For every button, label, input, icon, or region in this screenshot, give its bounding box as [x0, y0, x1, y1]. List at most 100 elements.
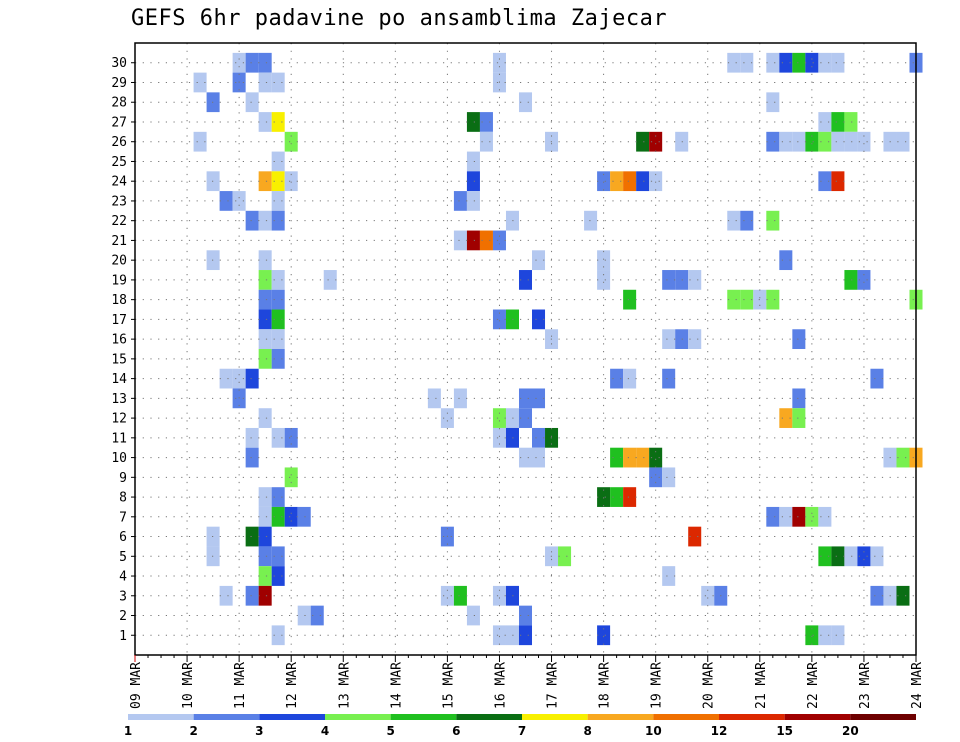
heatmap-cell	[766, 52, 780, 73]
heatmap-cell	[727, 210, 741, 231]
heatmap-cell	[271, 151, 285, 172]
heatmap-cell	[662, 329, 676, 349]
heatmap-cell	[805, 506, 819, 527]
heatmap-cell	[831, 112, 845, 132]
heatmap-cell	[792, 408, 806, 428]
heatmap-cell	[440, 408, 454, 428]
heatmap-cell	[623, 171, 637, 192]
heatmap-cell	[271, 309, 285, 330]
heatmap-cell	[662, 270, 676, 290]
heatmap-cell	[258, 171, 272, 192]
color-scale-label: 3	[255, 724, 263, 738]
color-scale-segment	[259, 714, 325, 720]
y-tick-label: 18	[111, 293, 127, 308]
x-tick-label: 14 MAR	[389, 662, 404, 709]
heatmap-cell	[610, 487, 624, 507]
heatmap-cell	[453, 191, 467, 211]
heatmap-cell	[258, 329, 272, 349]
color-scale-label: 7	[518, 724, 526, 738]
heatmap-cell	[675, 329, 689, 349]
heatmap-cell	[245, 52, 259, 73]
heatmap-cell	[831, 131, 845, 152]
color-scale-label: 12	[711, 724, 728, 738]
heatmap-cell	[271, 427, 285, 448]
heatmap-cell	[805, 625, 819, 646]
heatmap-cell	[219, 368, 233, 389]
heatmap-cell	[844, 546, 858, 567]
heatmap-cell	[896, 585, 910, 606]
heatmap-cell	[492, 309, 506, 330]
heatmap-cell	[844, 270, 858, 290]
heatmap-cell	[284, 171, 298, 192]
heatmap-cell	[518, 447, 533, 468]
heatmap-cell	[193, 72, 207, 93]
heatmap-cell	[584, 210, 598, 231]
heatmap-cell	[284, 506, 298, 527]
heatmap-cell	[310, 605, 324, 626]
heatmap-cell	[466, 191, 480, 211]
heatmap-cell	[701, 585, 715, 606]
heatmap-cell	[649, 131, 663, 152]
x-tick-label: 22 MAR	[806, 662, 821, 709]
heatmap-cell	[610, 447, 624, 468]
heatmap-cell	[271, 289, 285, 310]
heatmap-cell	[258, 112, 272, 132]
heatmap-cell	[532, 309, 546, 330]
heatmap-cell	[271, 625, 285, 646]
heatmap-cell	[818, 131, 832, 152]
y-tick-label: 15	[111, 352, 127, 367]
y-tick-label: 7	[119, 510, 127, 525]
y-tick-label: 5	[119, 550, 127, 565]
heatmap-cell	[258, 52, 272, 73]
heatmap-cell	[844, 112, 858, 132]
y-tick-label: 10	[111, 451, 127, 466]
color-scale-label: 1	[124, 724, 132, 738]
y-tick-label: 23	[111, 194, 127, 209]
heatmap-cell	[271, 546, 285, 567]
heatmap-cell	[896, 447, 910, 468]
heatmap-cell	[271, 506, 285, 527]
heatmap-cell	[740, 210, 754, 231]
heatmap-cell	[258, 72, 272, 93]
heatmap-cell	[271, 171, 285, 192]
heatmap-cell	[662, 566, 676, 586]
heatmap-cell	[623, 289, 637, 310]
heatmap-cell	[597, 270, 611, 290]
x-tick-label: 11 MAR	[233, 662, 248, 709]
heatmap-cell	[870, 585, 884, 606]
color-scale-segment	[193, 714, 260, 720]
heatmap-cell	[649, 467, 663, 488]
heatmap-cell	[675, 270, 689, 290]
heatmap-cell	[271, 210, 285, 231]
heatmap-cell	[597, 250, 611, 271]
heatmap-cell	[896, 131, 910, 152]
heatmap-cell	[466, 112, 480, 132]
color-scale-label: 2	[189, 724, 197, 738]
y-tick-label: 29	[111, 76, 127, 91]
heatmap-cell	[675, 131, 689, 152]
heatmap-cell	[831, 546, 845, 567]
heatmap-cell	[805, 52, 819, 73]
color-scale-label: 20	[842, 724, 859, 738]
color-scale-segment	[128, 714, 194, 720]
heatmap-cell	[492, 585, 506, 606]
x-tick-label: 21 MAR	[754, 662, 769, 709]
heatmap-cell	[636, 447, 650, 468]
x-tick-label: 19 MAR	[650, 662, 665, 709]
heatmap-cell	[453, 388, 467, 409]
heatmap-cell	[792, 388, 806, 409]
y-tick-label: 14	[111, 372, 127, 387]
x-tick-label: 17 MAR	[546, 662, 561, 709]
heatmap-cell	[245, 585, 259, 606]
heatmap-cell	[271, 112, 285, 132]
heatmap-cell	[440, 585, 454, 606]
x-axis: 09 MAR 10 MAR 11 MAR 12 MAR 13 MAR 14 MAR 15 M…	[129, 655, 925, 709]
y-tick-label: 8	[119, 491, 127, 506]
y-axis: 1234567891011121314151617181920212223242…	[111, 56, 135, 644]
heatmap-cell	[727, 289, 741, 310]
y-tick-label: 20	[111, 254, 127, 269]
heatmap-cell	[492, 427, 506, 448]
heatmap-cell	[662, 467, 676, 488]
x-tick-label: 18 MAR	[598, 662, 613, 709]
heatmap-cell	[193, 131, 207, 152]
